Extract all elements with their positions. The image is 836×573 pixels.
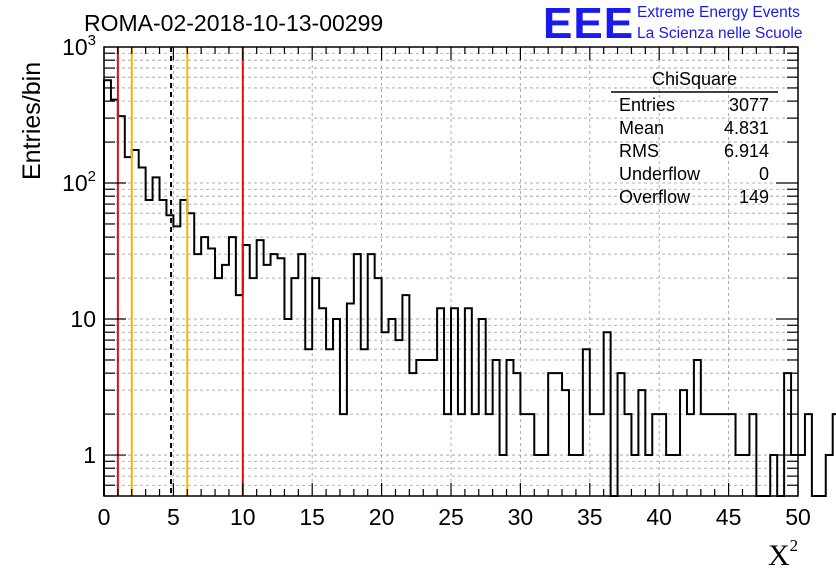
x-tick-label: 20 xyxy=(369,504,395,530)
x-tick-label: 5 xyxy=(167,504,180,530)
x-tick-label: 45 xyxy=(716,504,742,530)
x-tick-label: 30 xyxy=(508,504,534,530)
stats-label-rms: RMS xyxy=(619,141,659,161)
y-tick-label: 103 xyxy=(62,32,96,60)
logo-line-2: La Scienza nelle Scuole xyxy=(637,25,803,42)
stats-label-underflow: Underflow xyxy=(619,164,701,184)
stats-label-entries: Entries xyxy=(619,95,675,115)
grid-layer xyxy=(104,47,798,496)
histogram-outline xyxy=(103,79,836,497)
x-axis-label-superscript: 2 xyxy=(789,536,799,555)
stats-box: ChiSquare Entries 3077 Mean 4.831 RMS 6.914 Und… xyxy=(611,69,778,207)
reference-lines-layer xyxy=(116,47,244,496)
eee-logo: EEE xyxy=(543,0,635,48)
run-title: ROMA-02-2018-10-13-00299 xyxy=(84,10,384,36)
x-axis-label-base: X xyxy=(768,539,790,572)
x-tick-label: 40 xyxy=(646,504,672,530)
stats-title: ChiSquare xyxy=(652,69,737,89)
stats-label-mean: Mean xyxy=(619,118,664,138)
y-tick-label: 1 xyxy=(83,442,96,468)
y-tick-label: 102 xyxy=(62,168,96,196)
x-tick-label: 35 xyxy=(577,504,603,530)
stats-label-overflow: Overflow xyxy=(619,187,691,207)
x-tick-label: 10 xyxy=(230,504,256,530)
x-tick-label: 0 xyxy=(98,504,111,530)
stats-value-mean: 4.831 xyxy=(724,118,769,138)
y-axis-label: Entries/bin xyxy=(18,61,46,180)
stats-value-entries: 3077 xyxy=(729,95,769,115)
axes-layer: 0 5 10 15 20 25 30 35 40 45 50 1 10 102 103 xyxy=(62,32,811,530)
histogram-layer xyxy=(103,79,836,497)
x-tick-label: 25 xyxy=(438,504,464,530)
stats-value-rms: 6.914 xyxy=(724,141,769,161)
stats-value-underflow: 0 xyxy=(759,164,769,184)
x-tick-label: 15 xyxy=(299,504,325,530)
stats-value-overflow: 149 xyxy=(739,187,769,207)
y-tick-label: 10 xyxy=(70,306,96,332)
x-axis-label: X2 xyxy=(768,536,798,573)
logo-line-1: Extreme Energy Events xyxy=(637,4,800,21)
x-tick-label: 50 xyxy=(785,504,811,530)
